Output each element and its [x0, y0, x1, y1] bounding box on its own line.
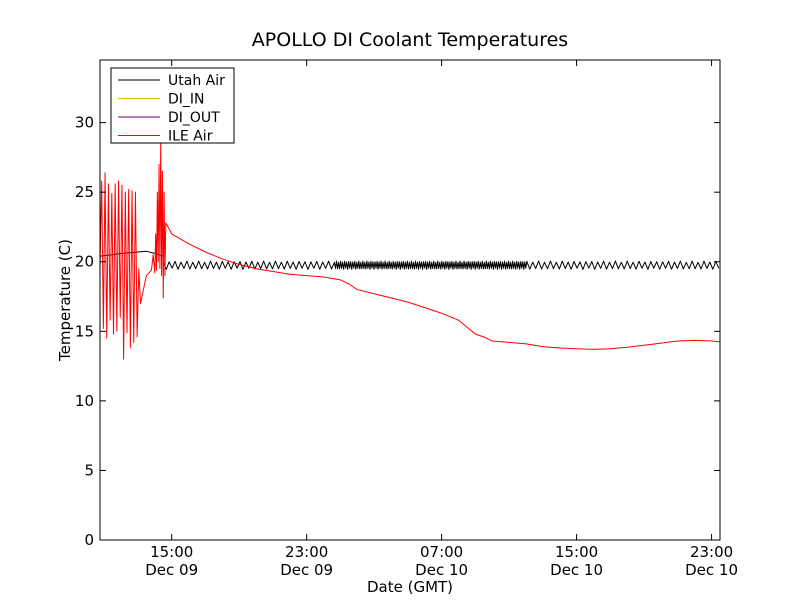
legend-label: DI_OUT — [168, 110, 220, 126]
legend-label: Utah Air — [168, 73, 225, 89]
y-tick-label: 15 — [75, 322, 94, 340]
chart-title: APOLLO DI Coolant Temperatures — [252, 29, 568, 51]
x-tick-date-label: Dec 09 — [280, 561, 333, 579]
x-tick-time-label: 23:00 — [690, 543, 733, 561]
y-tick-label: 5 — [84, 461, 94, 479]
x-axis-label: Date (GMT) — [367, 578, 453, 596]
x-tick-date-label: Dec 10 — [685, 561, 738, 579]
plot-frame — [99, 59, 721, 541]
y-axis: 0 5 10 15 20 25 30 — [75, 114, 720, 549]
x-tick-time-label: 23:00 — [285, 543, 328, 561]
x-tick-time-label: 15:00 — [555, 543, 598, 561]
y-tick-label: 0 — [84, 531, 94, 549]
y-tick-label: 10 — [75, 392, 94, 410]
y-tick-label: 20 — [75, 253, 94, 271]
x-tick-date-label: Dec 10 — [550, 561, 603, 579]
plot-area — [99, 59, 721, 541]
y-axis-label: Temperature (C) — [56, 239, 74, 362]
series-layer — [99, 138, 721, 360]
y-tick-label: 30 — [75, 114, 94, 132]
series-line-utah-air — [99, 250, 720, 270]
y-tick-label: 25 — [75, 183, 94, 201]
legend-label: ILE Air — [168, 129, 213, 145]
series-line-ile-air — [99, 138, 721, 360]
x-tick-time-label: 15:00 — [150, 543, 193, 561]
legend: Utah Air DI_IN DI_OUT ILE Air — [110, 67, 235, 145]
x-tick-date-label: Dec 10 — [415, 561, 468, 579]
x-tick-time-label: 07:00 — [420, 543, 463, 561]
legend-label: DI_IN — [168, 92, 205, 108]
x-tick-date-label: Dec 09 — [145, 561, 198, 579]
